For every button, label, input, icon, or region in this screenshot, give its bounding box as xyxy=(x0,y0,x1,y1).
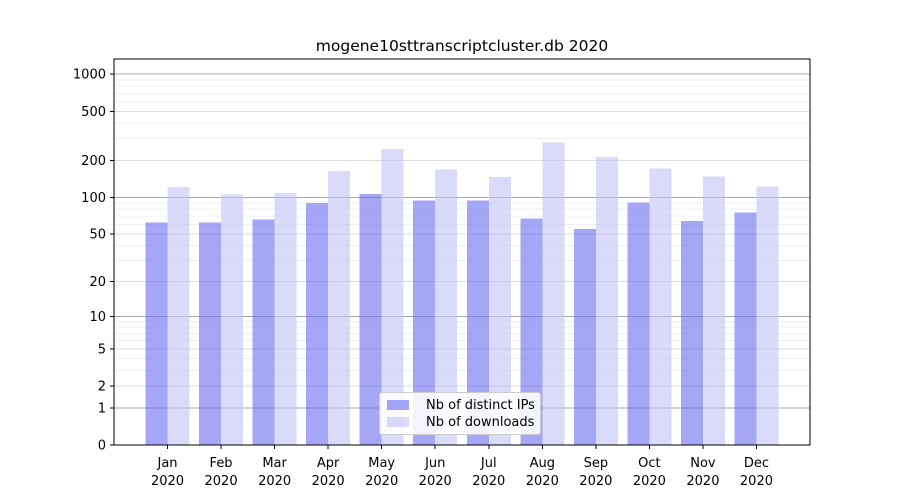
x-tick-label-month: Jan xyxy=(157,456,178,471)
bar-downloads-mar xyxy=(274,193,297,445)
y-tick-label: 2 xyxy=(98,380,106,395)
bar-distinct-ips-feb xyxy=(199,222,222,445)
y-tick-label: 20 xyxy=(89,275,106,290)
x-tick-label-month: Sep xyxy=(584,456,609,471)
legend: Nb of distinct IPs Nb of downloads xyxy=(379,392,541,435)
bar-downloads-nov xyxy=(702,176,725,445)
x-tick-label-month: May xyxy=(368,456,395,471)
legend-swatch-downloads xyxy=(387,417,409,427)
x-tick-label-year: 2020 xyxy=(633,474,666,489)
x-tick-label-month: Apr xyxy=(317,456,340,471)
x-tick-label-month: Dec xyxy=(744,456,769,471)
bar-distinct-ips-mar xyxy=(252,219,275,445)
legend-label-distinct-ips: Nb of distinct IPs xyxy=(426,397,535,413)
x-tick-label-year: 2020 xyxy=(365,474,398,489)
bar-downloads-jan xyxy=(167,187,190,446)
bar-distinct-ips-may xyxy=(359,194,382,445)
y-tick-label: 200 xyxy=(81,154,106,169)
x-tick-label-month: Oct xyxy=(638,456,660,471)
bar-downloads-may xyxy=(381,149,404,445)
x-tick-label-month: Jun xyxy=(424,456,445,471)
y-tick-label: 100 xyxy=(81,191,106,206)
bar-distinct-ips-apr xyxy=(306,202,329,445)
bar-downloads-jun xyxy=(435,169,458,445)
bar-downloads-dec xyxy=(756,186,779,445)
x-tick-label-year: 2020 xyxy=(151,474,184,489)
y-tick-label: 0 xyxy=(98,439,106,454)
bar-distinct-ips-oct xyxy=(627,202,650,445)
x-tick-label-year: 2020 xyxy=(312,474,345,489)
x-tick-label-month: Nov xyxy=(690,456,716,471)
bar-distinct-ips-jan xyxy=(145,222,168,445)
y-tick-label: 1000 xyxy=(73,68,106,83)
legend-swatch-distinct-ips xyxy=(387,400,409,410)
x-tick-label-month: Mar xyxy=(262,456,287,471)
x-tick-label-year: 2020 xyxy=(579,474,612,489)
bar-downloads-oct xyxy=(649,168,672,445)
x-tick-label-year: 2020 xyxy=(205,474,238,489)
plot-border xyxy=(113,58,811,446)
x-tick-label-year: 2020 xyxy=(740,474,773,489)
chart-title: mogene10sttranscriptcluster.db 2020 xyxy=(315,37,609,55)
bar-distinct-ips-aug xyxy=(520,218,543,445)
x-tick-label-year: 2020 xyxy=(472,474,505,489)
x-tick-label-year: 2020 xyxy=(686,474,719,489)
y-tick-label: 50 xyxy=(89,227,106,242)
bar-downloads-aug xyxy=(542,142,565,445)
bar-distinct-ips-jul xyxy=(466,200,489,445)
legend-item-downloads: Nb of downloads xyxy=(387,414,535,430)
x-tick-label-month: Aug xyxy=(530,456,555,471)
bar-downloads-sep xyxy=(595,156,618,445)
x-tick-label-year: 2020 xyxy=(526,474,559,489)
bar-downloads-jul xyxy=(488,177,511,445)
x-tick-label-month: Jul xyxy=(480,456,497,471)
bar-distinct-ips-dec xyxy=(734,212,757,445)
bar-distinct-ips-nov xyxy=(680,220,703,445)
x-tick-label-year: 2020 xyxy=(419,474,452,489)
bar-downloads-apr xyxy=(328,170,351,445)
bar-distinct-ips-sep xyxy=(573,228,596,445)
legend-label-downloads: Nb of downloads xyxy=(426,414,535,430)
y-tick-label: 1 xyxy=(98,401,106,416)
y-tick-label: 500 xyxy=(81,105,106,120)
y-tick-label: 5 xyxy=(98,342,106,357)
x-tick-label-year: 2020 xyxy=(258,474,291,489)
x-tick-label-month: Feb xyxy=(210,456,233,471)
bar-distinct-ips-jun xyxy=(413,200,436,445)
bar-downloads-feb xyxy=(221,194,244,445)
legend-item-distinct-ips: Nb of distinct IPs xyxy=(387,397,535,413)
y-tick-label: 10 xyxy=(89,310,106,325)
